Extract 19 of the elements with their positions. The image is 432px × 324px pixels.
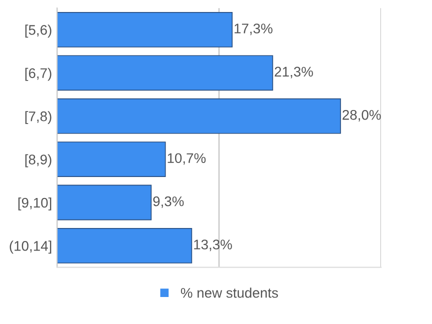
y-tick-label: [5,6) — [25, 24, 52, 38]
data-label: 21,3% — [274, 66, 313, 78]
y-tick-label: [6,7) — [25, 68, 52, 81]
bar — [57, 55, 274, 91]
bar — [57, 142, 166, 177]
legend-label: % new students — [180, 288, 278, 298]
bar — [57, 184, 152, 220]
y-tick-label: [7,8) — [25, 111, 52, 124]
y-tick-label: [9,10] — [18, 197, 52, 210]
bar — [57, 98, 341, 134]
data-label: 13,3% — [194, 240, 232, 252]
data-label: 17,3% — [234, 24, 272, 36]
data-label: 9,3% — [153, 196, 184, 208]
bar — [57, 12, 233, 48]
bar — [57, 228, 192, 264]
data-label: 28,0% — [342, 110, 381, 122]
data-label: 10,7% — [168, 153, 206, 165]
y-tick-label: [8,9) — [25, 154, 52, 168]
y-tick-label: (10,14] — [10, 240, 52, 254]
